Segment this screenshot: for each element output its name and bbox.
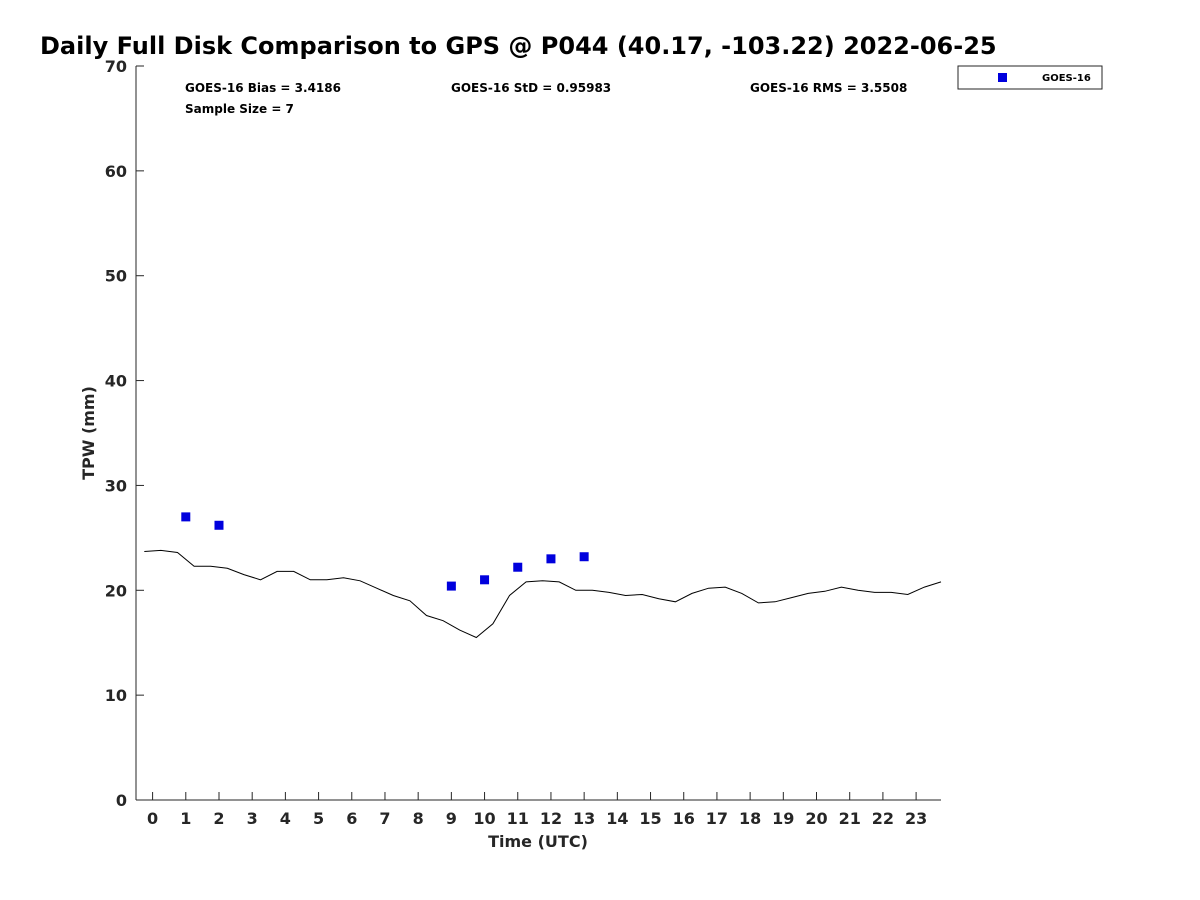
stat-bias: GOES-16 Bias = 3.4186 — [185, 81, 341, 95]
plot-area — [135, 66, 941, 801]
x-tick-label: 17 — [706, 809, 728, 828]
x-tick-label: 3 — [247, 809, 258, 828]
x-tick-label: 8 — [413, 809, 424, 828]
stat-sample-size: Sample Size = 7 — [185, 102, 294, 116]
x-tick-label: 2 — [213, 809, 224, 828]
y-axis-label: TPW (mm) — [79, 386, 98, 480]
series-layer — [144, 512, 942, 639]
stat-std: GOES-16 StD = 0.95983 — [451, 81, 611, 95]
stats-annotations: GOES-16 Bias = 3.4186 GOES-16 StD = 0.95… — [185, 81, 907, 116]
y-tick-label: 40 — [105, 372, 127, 391]
x-tick-label: 11 — [507, 809, 529, 828]
x-tick-label: 1 — [180, 809, 191, 828]
x-tick-label: 22 — [872, 809, 894, 828]
x-tick-label: 0 — [147, 809, 158, 828]
y-tick-label: 60 — [105, 162, 127, 181]
goes16-point — [546, 554, 556, 564]
goes16-point — [446, 581, 456, 591]
legend-label-goes16: GOES-16 — [1042, 73, 1091, 84]
stat-rms: GOES-16 RMS = 3.5508 — [750, 81, 907, 95]
x-axis-label: Time (UTC) — [488, 832, 588, 851]
y-tick-label: 70 — [105, 57, 127, 76]
x-tick-label: 13 — [573, 809, 595, 828]
legend-box — [957, 65, 1103, 90]
y-tick-label: 20 — [105, 581, 127, 600]
x-tick-label: 15 — [639, 809, 661, 828]
goes16-point — [181, 512, 191, 522]
x-tick-label: 7 — [379, 809, 390, 828]
goes16-point — [480, 575, 490, 585]
x-tick-label: 14 — [606, 809, 628, 828]
x-tick-label: 9 — [446, 809, 457, 828]
x-tick-label: 10 — [473, 809, 495, 828]
x-axis-ticks: 0 1 2 3 4 5 6 7 8 9 10 11 12 13 14 15 16 17 18 19 20 21 22 23 — [147, 792, 927, 828]
gps-tpw-line — [144, 549, 942, 639]
legend-marker-goes16 — [998, 73, 1007, 82]
x-tick-label: 18 — [739, 809, 761, 828]
goes16-point — [214, 520, 224, 530]
x-tick-label: 12 — [540, 809, 562, 828]
x-tick-label: 20 — [805, 809, 827, 828]
x-tick-label: 4 — [280, 809, 291, 828]
chart-title: Daily Full Disk Comparison to GPS @ P044… — [40, 32, 997, 60]
x-tick-label: 21 — [839, 809, 861, 828]
x-tick-label: 6 — [346, 809, 357, 828]
legend: GOES-16 — [957, 65, 1103, 90]
y-tick-label: 0 — [116, 791, 127, 810]
y-tick-label: 10 — [105, 686, 127, 705]
y-tick-label: 50 — [105, 267, 127, 286]
y-axis-ticks: 0 10 20 30 40 50 60 70 — [105, 57, 144, 810]
goes16-point — [579, 552, 589, 562]
x-tick-label: 5 — [313, 809, 324, 828]
x-tick-label: 19 — [772, 809, 794, 828]
y-tick-label: 30 — [105, 476, 127, 495]
goes16-point — [513, 562, 523, 572]
x-tick-label: 16 — [673, 809, 695, 828]
x-tick-label: 23 — [905, 809, 927, 828]
